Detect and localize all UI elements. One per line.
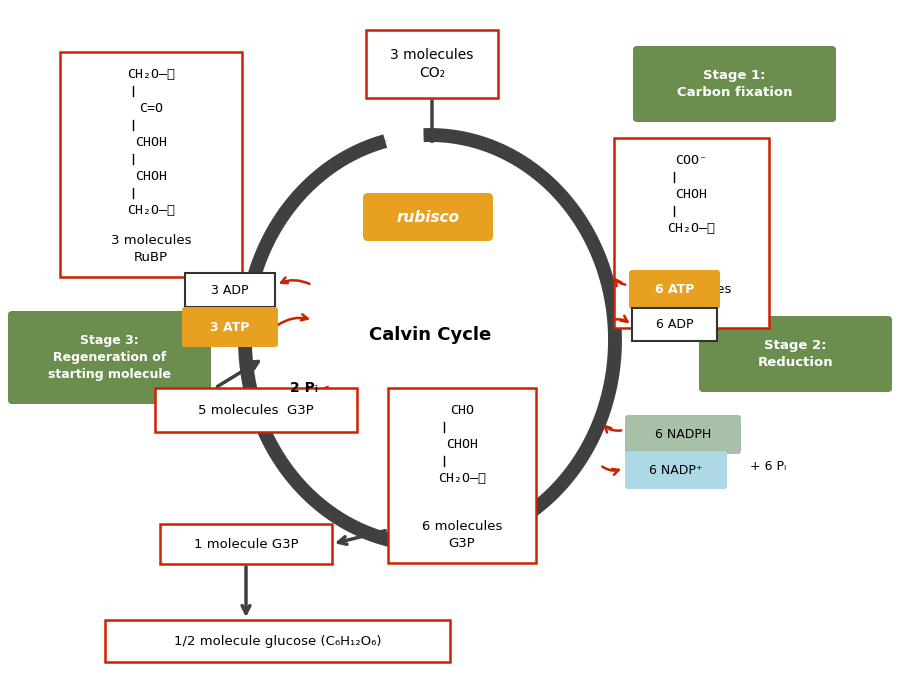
FancyBboxPatch shape	[632, 308, 717, 341]
Text: CH₂O—ⓟ: CH₂O—ⓟ	[127, 68, 175, 80]
FancyBboxPatch shape	[625, 451, 727, 489]
Text: C=O: C=O	[139, 102, 163, 114]
Text: 6 ADP: 6 ADP	[655, 318, 693, 331]
FancyBboxPatch shape	[160, 524, 332, 564]
FancyBboxPatch shape	[366, 30, 498, 98]
Text: rubisco: rubisco	[397, 210, 460, 224]
Text: 6 NADPH: 6 NADPH	[655, 428, 711, 441]
Text: 6 molecules
G3P: 6 molecules G3P	[421, 520, 502, 550]
FancyBboxPatch shape	[60, 52, 242, 277]
Text: 3 ADP: 3 ADP	[211, 284, 249, 296]
Text: 6 NADP⁺: 6 NADP⁺	[649, 464, 703, 477]
Text: 1/2 molecule glucose (C₆H₁₂O₆): 1/2 molecule glucose (C₆H₁₂O₆)	[174, 634, 381, 648]
FancyBboxPatch shape	[629, 270, 720, 309]
FancyBboxPatch shape	[182, 307, 278, 347]
FancyBboxPatch shape	[699, 316, 892, 392]
FancyBboxPatch shape	[8, 311, 211, 404]
FancyBboxPatch shape	[185, 273, 275, 307]
Text: 3 molecules
RuBP: 3 molecules RuBP	[111, 234, 191, 264]
Text: Calvin Cycle: Calvin Cycle	[369, 326, 491, 344]
Text: 3 molecules
CO₂: 3 molecules CO₂	[390, 48, 474, 80]
Text: CHO: CHO	[450, 404, 474, 417]
Text: CH₂O—ⓟ: CH₂O—ⓟ	[667, 222, 715, 234]
FancyBboxPatch shape	[633, 46, 836, 122]
FancyBboxPatch shape	[625, 415, 741, 454]
FancyBboxPatch shape	[105, 620, 450, 662]
FancyBboxPatch shape	[363, 193, 493, 241]
Text: + 6 Pᵢ: + 6 Pᵢ	[750, 459, 786, 473]
Text: 3 ATP: 3 ATP	[210, 321, 250, 333]
Text: Stage 2:
Reduction: Stage 2: Reduction	[757, 339, 834, 369]
Text: 5 molecules  G3P: 5 molecules G3P	[198, 404, 314, 417]
Text: CH₂O—ⓟ: CH₂O—ⓟ	[438, 471, 486, 484]
Text: Stage 1:
Carbon fixation: Stage 1: Carbon fixation	[677, 69, 792, 99]
FancyBboxPatch shape	[388, 388, 536, 563]
FancyBboxPatch shape	[155, 388, 357, 432]
Text: 1 molecule G3P: 1 molecule G3P	[194, 537, 298, 551]
Text: 6 ATP: 6 ATP	[655, 283, 694, 296]
Text: CHOH: CHOH	[676, 187, 708, 201]
Text: CHOH: CHOH	[446, 438, 478, 450]
Text: Stage 3:
Regeneration of
starting molecule: Stage 3: Regeneration of starting molecu…	[48, 334, 171, 381]
Text: 2 Pᵢ: 2 Pᵢ	[290, 381, 318, 395]
Text: CHOH: CHOH	[135, 135, 167, 148]
Text: COO⁻: COO⁻	[676, 153, 708, 167]
Text: CH₂O—ⓟ: CH₂O—ⓟ	[127, 204, 175, 217]
FancyBboxPatch shape	[614, 138, 769, 328]
Text: 6 molecules
3-PGA: 6 molecules 3-PGA	[651, 283, 732, 313]
Text: CHOH: CHOH	[135, 169, 167, 183]
